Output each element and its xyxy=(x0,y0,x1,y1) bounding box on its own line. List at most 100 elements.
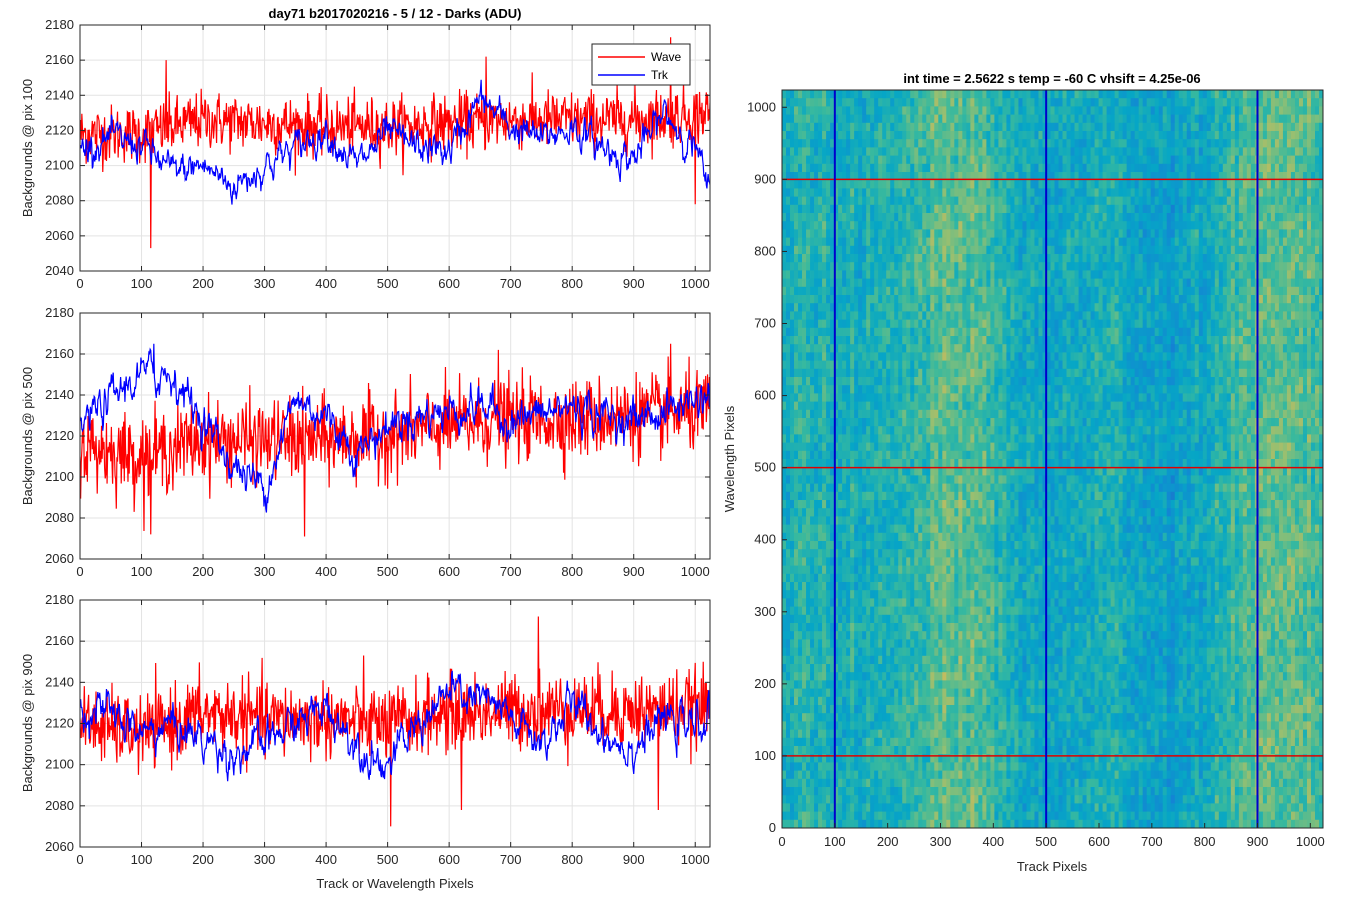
heatmap-cell xyxy=(1158,344,1164,353)
heatmap-cell xyxy=(1054,90,1059,99)
heatmap-cell xyxy=(1222,163,1228,173)
heatmap-cell xyxy=(1266,286,1272,296)
heatmap-cell xyxy=(842,295,847,304)
heatmap-cell xyxy=(990,204,995,214)
heatmap-cell xyxy=(1186,114,1192,124)
heatmap-cell xyxy=(1258,352,1264,361)
heatmap-cell xyxy=(1178,122,1184,132)
heatmap-cell xyxy=(1026,336,1031,345)
heatmap-cell xyxy=(994,270,999,279)
heatmap-cell xyxy=(982,131,987,140)
heatmap-cell xyxy=(1214,204,1220,214)
heatmap-cell xyxy=(898,139,903,148)
heatmap-cell xyxy=(890,311,895,320)
heatmap-cell xyxy=(922,155,927,165)
heatmap-cell xyxy=(1126,114,1132,124)
heatmap-cell xyxy=(962,270,967,279)
heatmap-cell xyxy=(1182,352,1188,361)
heatmap-cell xyxy=(978,303,983,312)
heatmap-cell xyxy=(1066,286,1071,296)
heatmap-cell xyxy=(1154,360,1160,370)
heatmap-cell xyxy=(1022,237,1027,247)
heatmap-cell xyxy=(882,221,887,230)
heatmap-cell xyxy=(986,204,991,214)
heatmap-cell xyxy=(1018,237,1023,247)
heatmap-cell xyxy=(1186,147,1192,156)
heatmap-cell xyxy=(1090,196,1095,206)
heatmap-cell xyxy=(1170,336,1176,345)
heatmap-cell xyxy=(842,196,847,206)
heatmap-cell xyxy=(1230,352,1236,361)
heatmap-cell xyxy=(1170,254,1176,263)
heatmap-cell xyxy=(898,327,903,337)
heatmap-cell xyxy=(878,270,883,279)
heatmap-cell xyxy=(814,213,819,222)
heatmap-cell xyxy=(838,196,843,206)
heatmap-cell xyxy=(1242,155,1248,165)
heatmap-cell xyxy=(1250,344,1256,353)
heatmap-cell xyxy=(1166,155,1172,165)
heatmap-cell xyxy=(850,139,855,148)
heatmap-cell xyxy=(890,270,895,279)
heatmap-cell xyxy=(1190,163,1196,173)
heatmap-cell xyxy=(866,311,871,320)
heatmap-cell xyxy=(978,196,983,206)
heatmap-cell xyxy=(902,254,907,263)
heatmap-cell xyxy=(830,221,835,230)
heatmap-cell xyxy=(1314,172,1320,181)
heatmap-cell xyxy=(1086,114,1091,124)
heatmap-cell xyxy=(782,90,787,99)
heatmap-cell xyxy=(782,229,787,238)
heatmap-cell xyxy=(814,221,819,230)
heatmap-cell xyxy=(1074,303,1079,312)
heatmap-cell xyxy=(1126,122,1132,132)
heatmap-cell xyxy=(938,163,943,173)
heatmap-cell xyxy=(1018,204,1023,214)
heatmap-cell xyxy=(1294,188,1300,197)
heatmap-cell xyxy=(958,180,963,189)
heatmap-cell xyxy=(910,106,915,115)
heatmap-cell xyxy=(1210,163,1216,173)
heatmap-cell xyxy=(1118,327,1124,337)
heatmap-cell xyxy=(970,270,975,279)
heatmap-cell xyxy=(1018,352,1023,361)
heatmap-cell xyxy=(866,147,871,156)
heatmap-cell xyxy=(1050,319,1055,329)
heatmap-cell xyxy=(1190,139,1196,148)
heatmap-cell xyxy=(1054,196,1059,206)
heatmap-cell xyxy=(938,172,943,181)
heatmap-cell xyxy=(998,327,1003,337)
heatmap-cell xyxy=(830,336,835,345)
heatmap-cell xyxy=(786,139,791,148)
heatmap-cell xyxy=(962,147,967,156)
heatmap-cell xyxy=(1030,106,1035,115)
heatmap-cell xyxy=(1094,295,1099,304)
heatmap-cell xyxy=(830,344,835,353)
heatmap-cell xyxy=(870,352,875,361)
heatmap-cell xyxy=(786,254,791,263)
heatmap-cell xyxy=(1246,360,1252,370)
heatmap-cell xyxy=(1050,368,1055,378)
heatmap-cell xyxy=(1138,163,1144,173)
heatmap-cell xyxy=(1094,278,1099,288)
heatmap-cell xyxy=(1114,245,1120,255)
heatmap-cell xyxy=(902,122,907,132)
heatmap-cell xyxy=(1058,237,1063,247)
heatmap-cell xyxy=(1070,213,1075,222)
heatmap-cell xyxy=(806,254,811,263)
heatmap-cell xyxy=(890,172,895,181)
heatmap-cell xyxy=(1302,221,1308,230)
heatmap-cell xyxy=(1122,262,1128,271)
heatmap-cell xyxy=(1234,163,1240,173)
heatmap-cell xyxy=(802,163,807,173)
heatmap-cell xyxy=(818,303,823,312)
heatmap-cell xyxy=(1030,352,1035,361)
heatmap-cell xyxy=(974,131,979,140)
heatmap-cell xyxy=(1246,106,1252,115)
heatmap-cell xyxy=(974,122,979,132)
heatmap-cell xyxy=(954,147,959,156)
heatmap-cell xyxy=(866,106,871,115)
heatmap-cell xyxy=(1042,122,1047,132)
heatmap-cell xyxy=(958,270,963,279)
